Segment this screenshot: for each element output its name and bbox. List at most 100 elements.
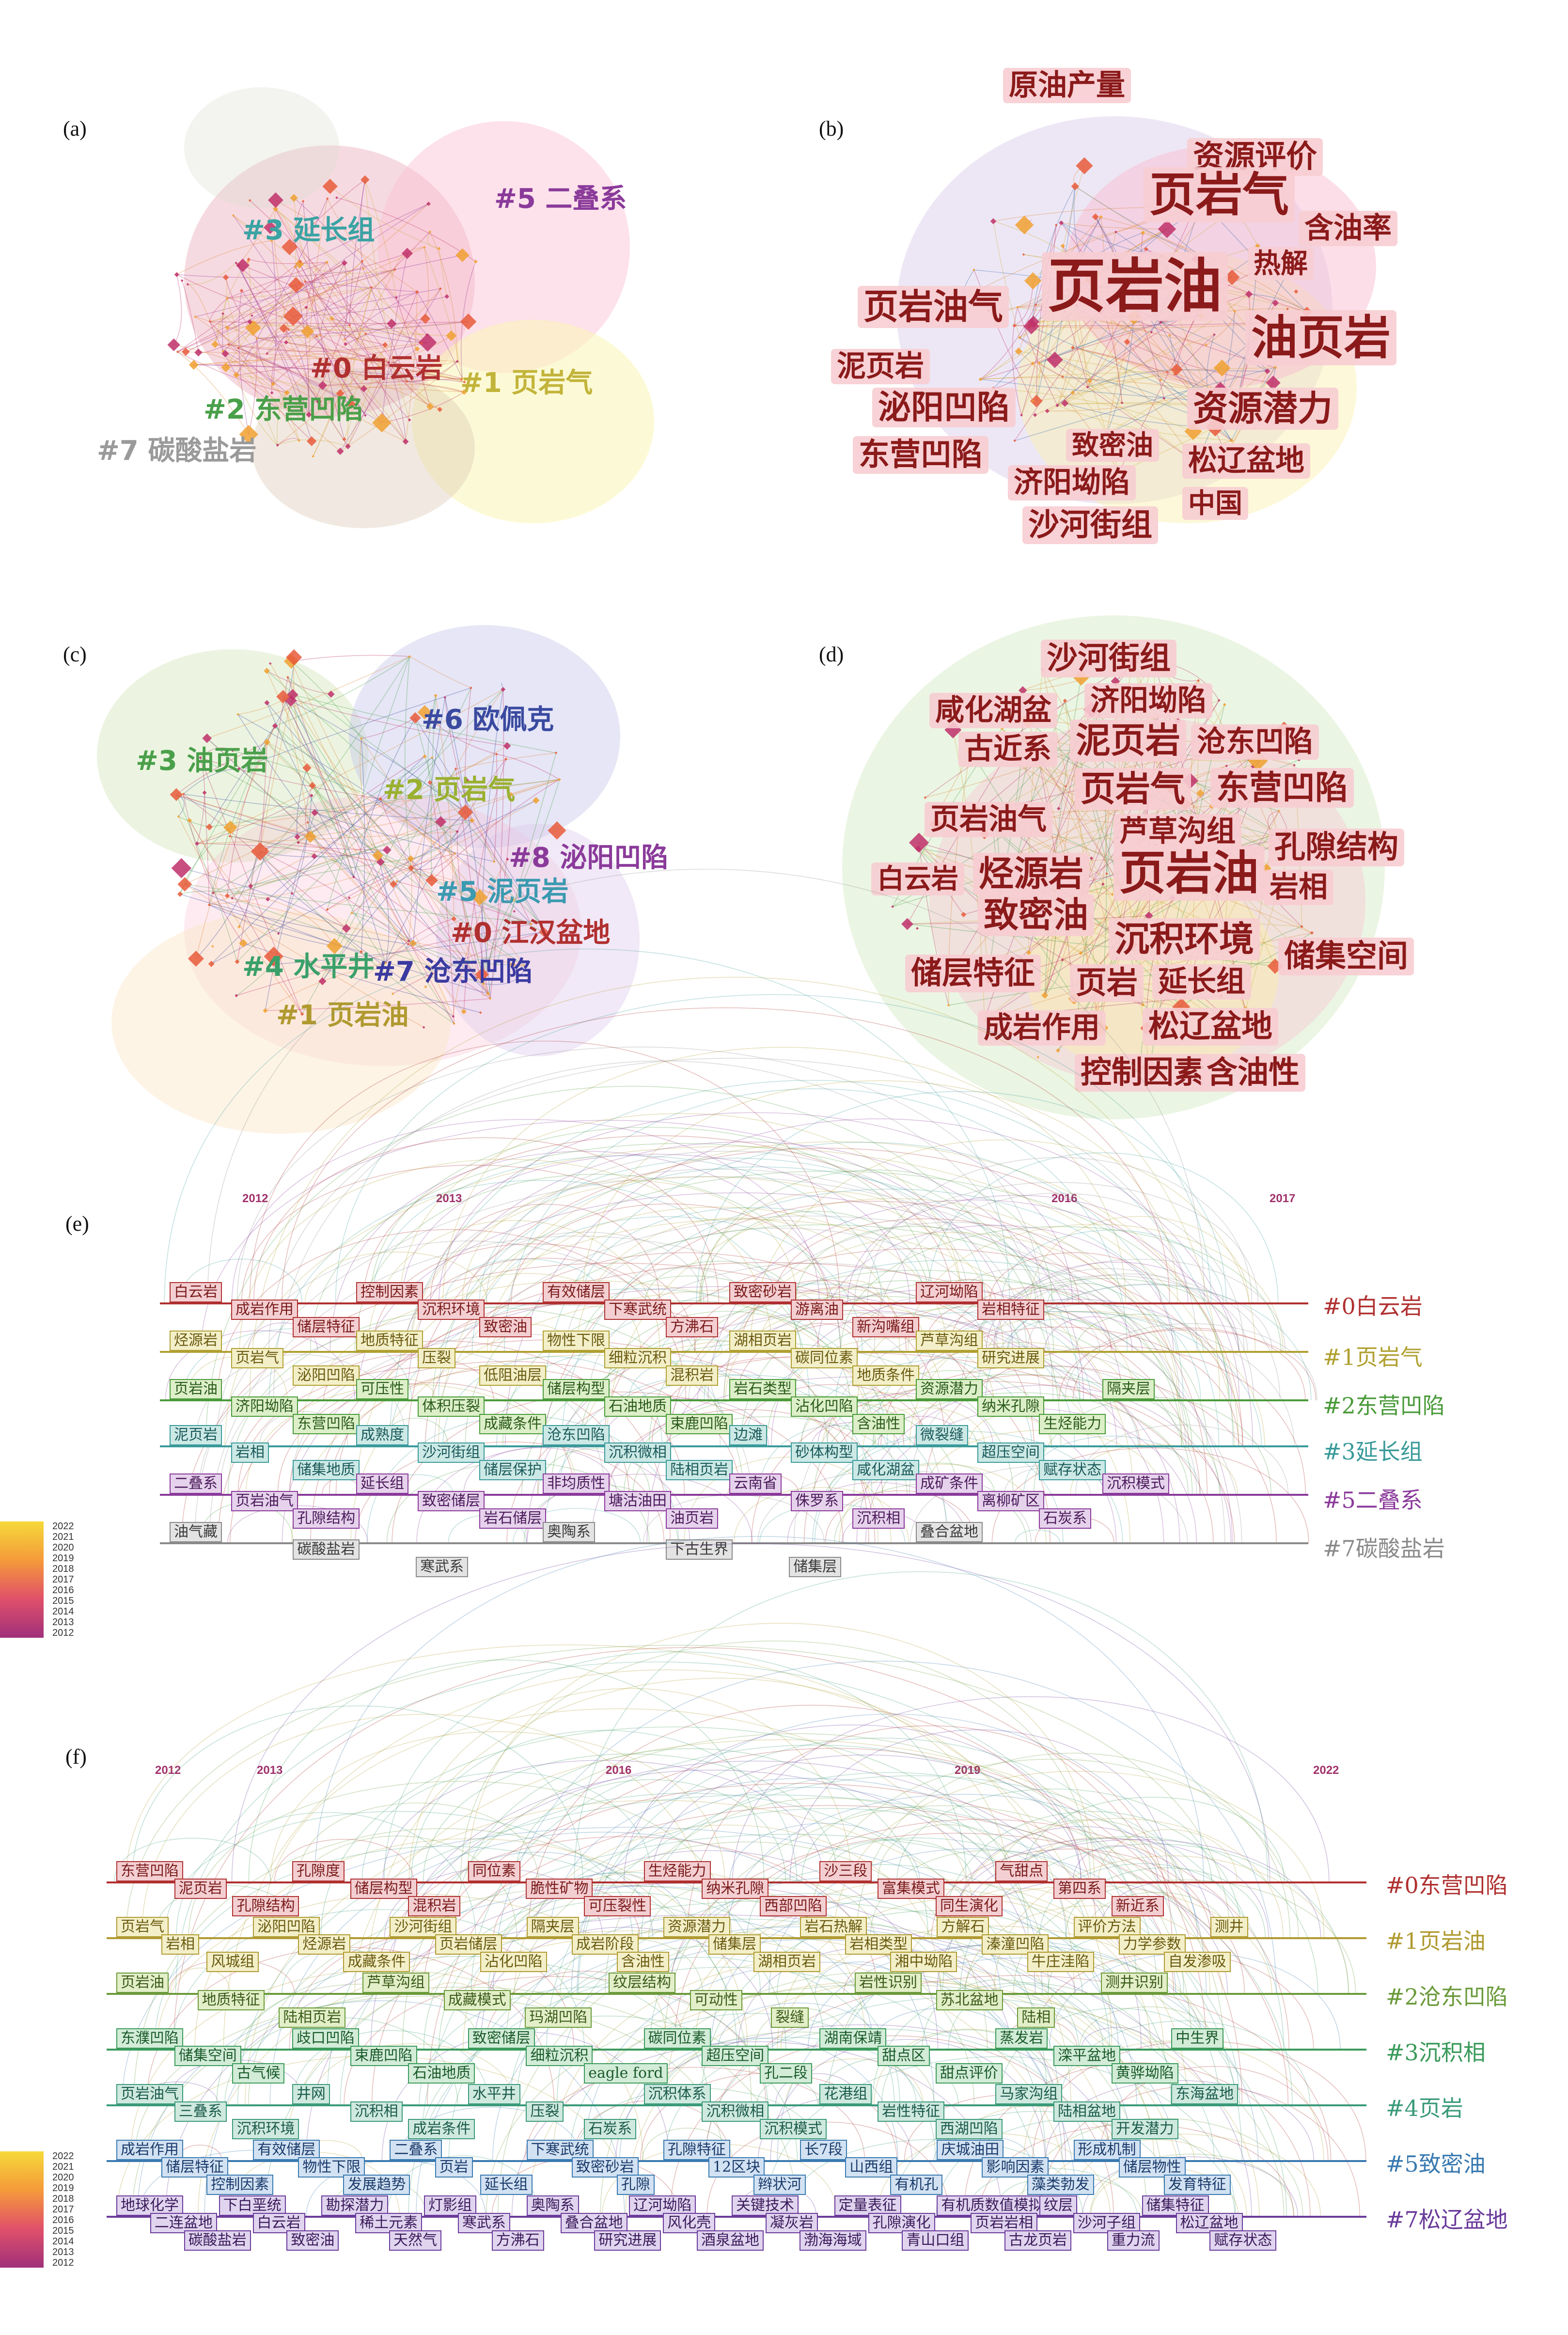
network-node <box>211 891 215 894</box>
network-link <box>176 741 267 795</box>
timeline-arc <box>419 1987 768 2106</box>
network-link <box>256 338 463 379</box>
timeline-arc <box>877 1824 1015 1883</box>
network-node <box>1046 351 1063 368</box>
timeline-arc <box>780 1925 1204 2050</box>
timeline-keyword: 新沟嘴组 <box>852 1317 920 1337</box>
timeline-arc <box>410 1730 798 1883</box>
network-link <box>197 689 503 844</box>
network-node <box>315 334 318 338</box>
network-node <box>1124 338 1130 345</box>
network-link <box>312 785 455 1024</box>
keyword-label: 烃源岩 <box>973 853 1090 895</box>
timeline-keyword: 自发渗吸 <box>1163 1952 1231 1972</box>
network-link <box>1021 305 1077 416</box>
network-link <box>222 313 300 441</box>
network-node <box>990 218 997 224</box>
network-node <box>1293 764 1296 767</box>
network-link <box>1014 367 1276 441</box>
network-link <box>393 884 454 920</box>
timeline-keyword: 边滩 <box>729 1425 767 1445</box>
network-link <box>1054 360 1197 463</box>
timeline-arc <box>430 1204 660 1304</box>
legend-year: 2012 <box>52 2257 74 2268</box>
timeline-arc <box>248 1322 318 1352</box>
network-node <box>1060 243 1066 249</box>
network-link <box>295 203 429 267</box>
network-node <box>947 1003 950 1007</box>
network-node <box>360 385 368 392</box>
network-node <box>188 950 204 967</box>
network-link <box>275 725 455 919</box>
keyword-label: 致密油 <box>978 894 1095 936</box>
network-link <box>176 794 238 962</box>
timeline-row-label: #7松辽盆地 <box>1386 2207 1508 2233</box>
timeline-arc <box>1018 1837 1184 1883</box>
network-link <box>193 358 457 365</box>
network-link <box>256 338 274 384</box>
network-link <box>327 656 410 910</box>
network-link <box>464 688 471 813</box>
timeline-arc <box>801 1806 996 1883</box>
timeline-arc <box>1089 2153 1295 2217</box>
timeline-keyword: 渤海海域 <box>799 2230 866 2251</box>
timeline-keyword: 油页岩 <box>666 1508 719 1529</box>
timeline-arc <box>224 1146 1235 1447</box>
timeline-arc <box>1024 1285 1090 1304</box>
network-link <box>306 262 328 332</box>
panel-f: (f) 2012 2013 2016 2019 2022 东营凹陷 泥页岩 孔隙结构… <box>0 1536 1568 2335</box>
timeline-keyword: 研究进展 <box>594 2230 661 2251</box>
keyword-label: 白云岩 <box>871 862 964 896</box>
timeline-keyword: 陆相 <box>1017 2007 1055 2028</box>
network-link <box>431 779 560 881</box>
timeline-arc <box>176 1812 476 1939</box>
network-link <box>385 918 454 964</box>
network-link <box>353 877 478 978</box>
timeline-arc <box>423 1754 839 1883</box>
timeline-arc <box>574 1571 1269 1883</box>
network-link <box>213 858 411 893</box>
network-node <box>1229 438 1234 443</box>
network-node <box>470 686 472 690</box>
network-node <box>428 230 432 234</box>
network-link <box>340 288 441 452</box>
keyword-label: 松辽盆地 <box>1182 443 1310 479</box>
timeline-arc <box>952 1818 1284 1939</box>
timeline-keyword: 地质条件 <box>852 1365 920 1386</box>
network-link <box>427 232 439 249</box>
network-link <box>274 725 354 878</box>
network-link <box>271 240 277 384</box>
network-link <box>1087 369 1177 388</box>
network-node <box>510 897 515 902</box>
network-node <box>222 274 229 281</box>
timeline-arc <box>1058 1329 1317 1401</box>
network-node <box>532 797 540 804</box>
timeline-keyword: 含油性 <box>616 1952 669 1972</box>
network-link <box>177 351 249 435</box>
network-link <box>306 307 408 382</box>
timeline-keyword: 纳米孔隙 <box>977 1396 1045 1417</box>
timeline-keyword: 烃源岩 <box>298 1934 351 1955</box>
network-link <box>235 263 382 423</box>
timeline-arc <box>619 2037 899 2162</box>
network-node <box>475 968 489 982</box>
timeline-arc <box>571 1787 1043 1994</box>
network-link <box>225 204 429 368</box>
network-node <box>1213 360 1231 376</box>
network-link <box>453 859 508 1017</box>
timeline-keyword: 富集模式 <box>878 1879 945 1899</box>
network-node <box>345 443 351 450</box>
panel-c-label: (c) <box>63 643 87 666</box>
timeline-keyword: 可压性 <box>356 1379 408 1399</box>
timeline-keyword: 第四系 <box>1053 1879 1106 1899</box>
network-link <box>177 269 395 352</box>
network-link <box>210 287 372 322</box>
timeline-arc <box>223 1669 1113 2050</box>
network-node <box>426 403 434 410</box>
timeline-arc <box>1020 1797 1285 1883</box>
timeline-keyword: 致密油 <box>286 2230 339 2251</box>
network-link <box>379 335 452 367</box>
network-link <box>204 792 210 905</box>
network-node <box>284 390 290 396</box>
network-node <box>408 418 411 422</box>
